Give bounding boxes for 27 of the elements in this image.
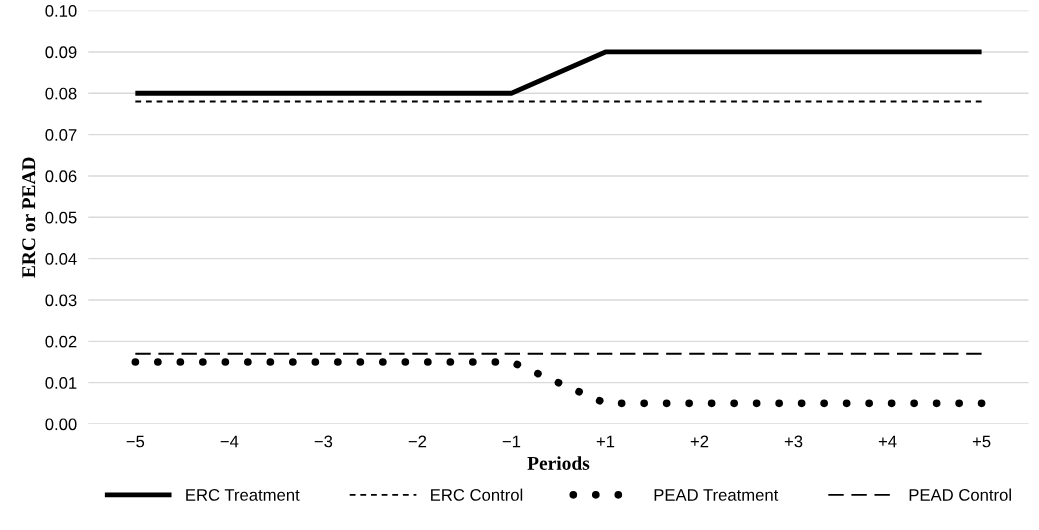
y-tick-label: 0.07 [45, 129, 77, 141]
y-tick-label: 0.10 [45, 5, 77, 17]
x-tick-label: −5 [126, 435, 145, 448]
y-axis-title: ERC or PEAD [22, 157, 36, 278]
y-tick-label: 0.06 [45, 170, 77, 183]
y-tick-label: 0.08 [45, 87, 77, 100]
x-tick-label: +2 [690, 435, 709, 448]
legend-label: ERC Treatment [186, 489, 300, 501]
x-tick-label: +4 [878, 435, 897, 448]
x-tick-label: −4 [220, 435, 239, 448]
y-tick-label: 0.03 [45, 294, 77, 307]
x-tick-label: −2 [408, 435, 427, 448]
x-tick-label: −3 [314, 435, 333, 448]
x-tick-label: +5 [972, 435, 991, 448]
y-tick-label: 0.01 [45, 377, 77, 389]
x-tick-label: −1 [502, 435, 521, 448]
x-axis-title: Periods [527, 456, 590, 470]
legend-label: ERC Control [431, 488, 523, 501]
y-tick-label: 0.04 [45, 253, 77, 265]
y-tick-label: 0.00 [45, 418, 77, 431]
y-tick-label: 0.09 [45, 46, 77, 59]
y-tick-label: 0.05 [45, 211, 77, 224]
legend-label: PEAD Control [909, 488, 1011, 501]
legend-label: PEAD Treatment [654, 489, 779, 501]
y-tick-label: 0.02 [45, 335, 77, 348]
x-tick-label: +1 [596, 435, 615, 448]
x-tick-label: +3 [784, 435, 803, 448]
